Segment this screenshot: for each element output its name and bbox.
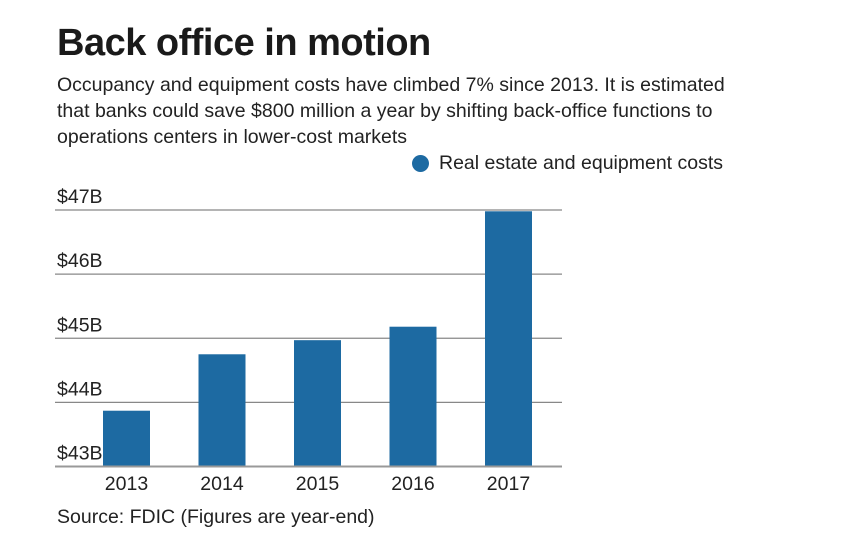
chart-subtitle: Occupancy and equipment costs have climb… (57, 74, 725, 148)
x-tick-label: 2014 (200, 473, 244, 495)
legend: Real estate and equipment costs (412, 152, 723, 175)
bar-2014 (198, 354, 246, 466)
bar-2015 (294, 340, 341, 466)
legend-label: Real estate and equipment costs (439, 152, 724, 174)
y-tick-label: $43B (57, 443, 103, 465)
legend-marker-icon (412, 155, 429, 172)
bar-2016 (389, 326, 437, 466)
bar-2017 (485, 211, 532, 466)
y-tick-label: $45B (57, 314, 103, 336)
source-note: Source: FDIC (Figures are year-end) (57, 506, 375, 528)
y-tick-label: $44B (57, 378, 103, 400)
y-tick-label: $47B (57, 186, 103, 208)
x-tick-label: 2015 (296, 473, 340, 495)
x-tick-label: 2017 (487, 473, 530, 495)
y-tick-label: $46B (57, 250, 103, 272)
bar-2013 (103, 410, 150, 466)
chart-title: Back office in motion (57, 22, 431, 64)
x-tick-label: 2013 (105, 473, 148, 495)
x-tick-label: 2016 (391, 473, 434, 495)
